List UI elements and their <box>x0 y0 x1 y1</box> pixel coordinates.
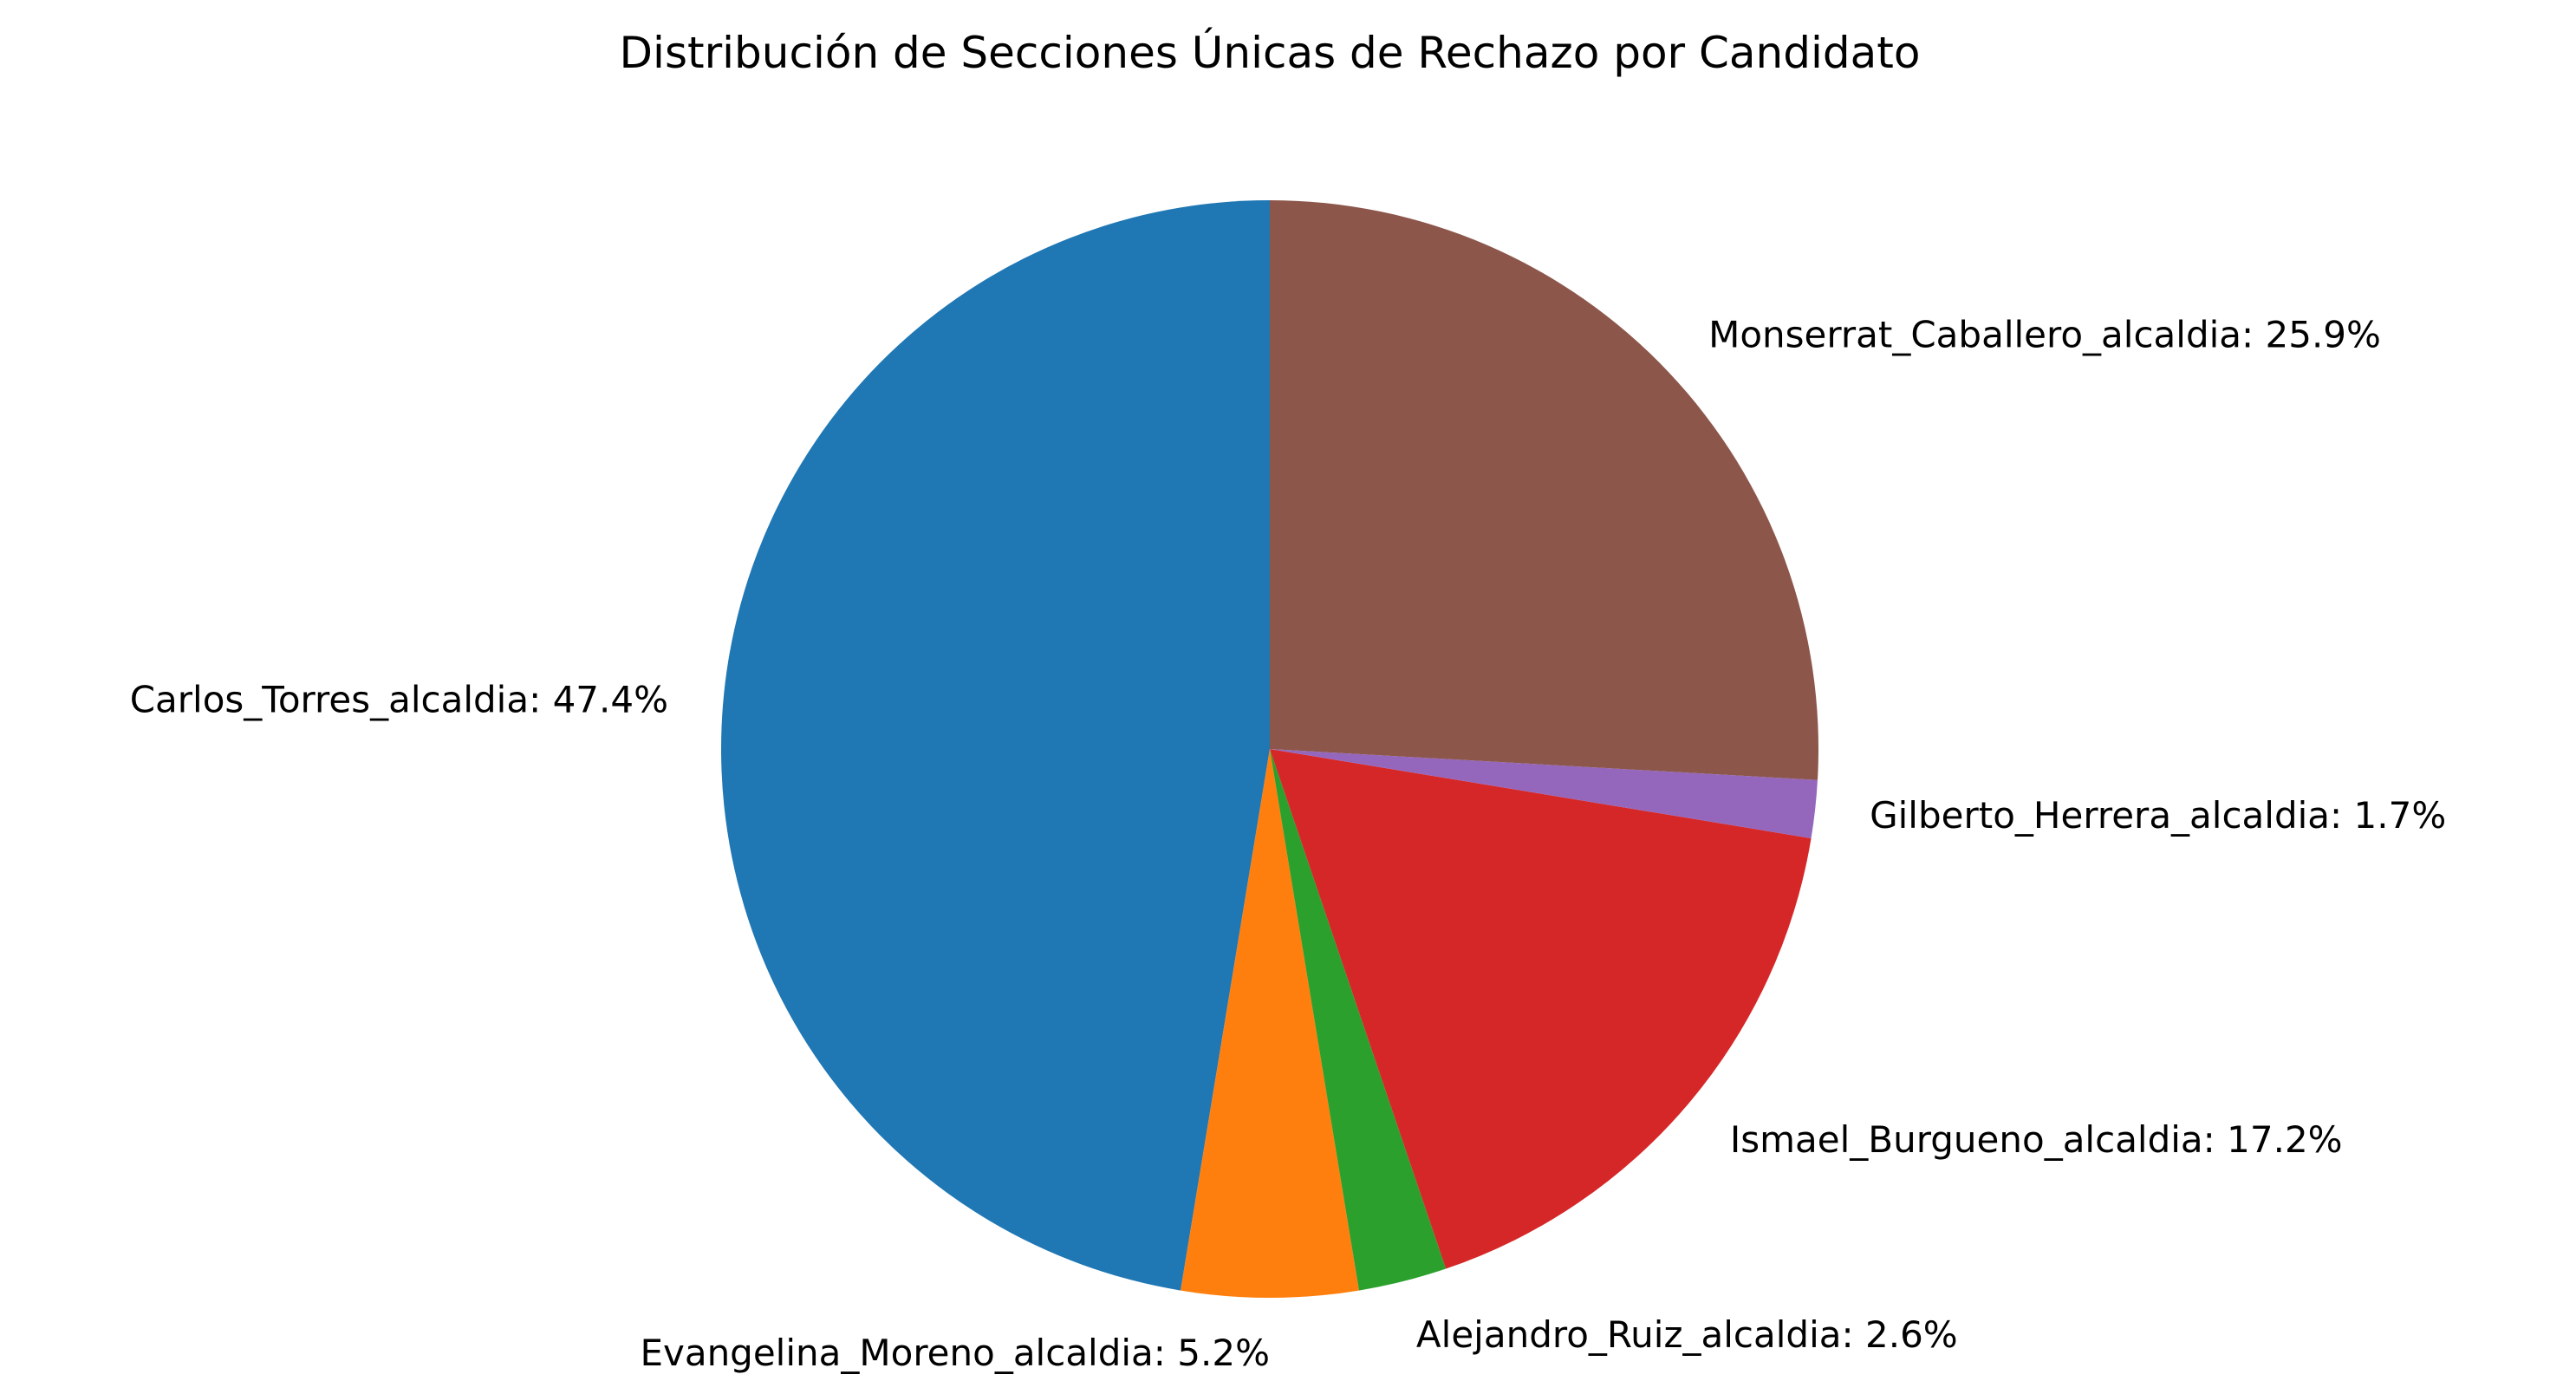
pie-slice-ismael-burgueno-alcaldia <box>1270 749 1812 1269</box>
pie-slice-evangelina-moreno-alcaldia <box>1181 749 1359 1298</box>
pie-label-alejandro-ruiz-alcaldia: Alejandro_Ruiz_alcaldia: 2.6% <box>1416 1313 1958 1356</box>
pie-label-carlos-torres-alcaldia: Carlos_Torres_alcaldia: 47.4% <box>130 679 668 721</box>
pie-slice-monserrat-caballero-alcaldia <box>1270 200 1818 780</box>
pie-label-evangelina-moreno-alcaldia: Evangelina_Moreno_alcaldia: 5.2% <box>640 1332 1270 1374</box>
pie-label-monserrat-caballero-alcaldia: Monserrat_Caballero_alcaldia: 25.9% <box>1708 313 2381 355</box>
pie-slice-carlos-torres-alcaldia <box>721 200 1270 1291</box>
pie-labels: Carlos_Torres_alcaldia: 47.4% Evangelina_… <box>130 313 2447 1374</box>
pie-slice-gilberto-herrera-alcaldia <box>1270 749 1818 838</box>
pie-slice-alejandro-ruiz-alcaldia <box>1270 749 1447 1291</box>
chart-title: Distribución de Secciones Únicas de Rech… <box>620 27 1921 78</box>
pie-slices <box>721 200 1818 1298</box>
pie-label-ismael-burgueno-alcaldia: Ismael_Burgueno_alcaldia: 17.2% <box>1730 1118 2343 1161</box>
pie-label-gilberto-herrera-alcaldia: Gilberto_Herrera_alcaldia: 1.7% <box>1870 794 2446 837</box>
